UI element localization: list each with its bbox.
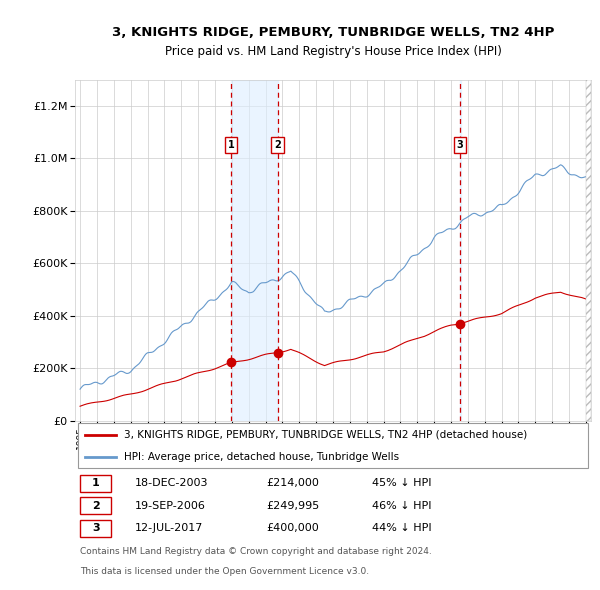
Text: 19-SEP-2006: 19-SEP-2006 <box>134 501 205 511</box>
Bar <box>231 80 278 421</box>
FancyBboxPatch shape <box>80 475 111 492</box>
Text: £400,000: £400,000 <box>266 523 319 533</box>
Text: 46% ↓ HPI: 46% ↓ HPI <box>372 501 431 511</box>
Text: 18-DEC-2003: 18-DEC-2003 <box>134 478 208 489</box>
FancyBboxPatch shape <box>77 423 589 468</box>
Bar <box>460 80 461 421</box>
Text: 1: 1 <box>92 478 100 489</box>
FancyBboxPatch shape <box>80 520 111 537</box>
Text: 2: 2 <box>92 501 100 511</box>
Text: This data is licensed under the Open Government Licence v3.0.: This data is licensed under the Open Gov… <box>80 566 369 576</box>
Text: 44% ↓ HPI: 44% ↓ HPI <box>372 523 431 533</box>
Text: £214,000: £214,000 <box>266 478 319 489</box>
Text: 2: 2 <box>274 140 281 150</box>
Text: 3: 3 <box>92 523 100 533</box>
FancyBboxPatch shape <box>80 497 111 514</box>
Text: 3, KNIGHTS RIDGE, PEMBURY, TUNBRIDGE WELLS, TN2 4HP: 3, KNIGHTS RIDGE, PEMBURY, TUNBRIDGE WEL… <box>112 26 554 39</box>
Text: £249,995: £249,995 <box>266 501 319 511</box>
Text: Contains HM Land Registry data © Crown copyright and database right 2024.: Contains HM Land Registry data © Crown c… <box>80 546 432 556</box>
Text: 12-JUL-2017: 12-JUL-2017 <box>134 523 203 533</box>
Text: HPI: Average price, detached house, Tunbridge Wells: HPI: Average price, detached house, Tunb… <box>124 452 399 462</box>
Text: 1: 1 <box>228 140 235 150</box>
Text: 3, KNIGHTS RIDGE, PEMBURY, TUNBRIDGE WELLS, TN2 4HP (detached house): 3, KNIGHTS RIDGE, PEMBURY, TUNBRIDGE WEL… <box>124 430 527 440</box>
Text: Price paid vs. HM Land Registry's House Price Index (HPI): Price paid vs. HM Land Registry's House … <box>164 45 502 58</box>
Text: 3: 3 <box>457 140 463 150</box>
Text: 45% ↓ HPI: 45% ↓ HPI <box>372 478 431 489</box>
